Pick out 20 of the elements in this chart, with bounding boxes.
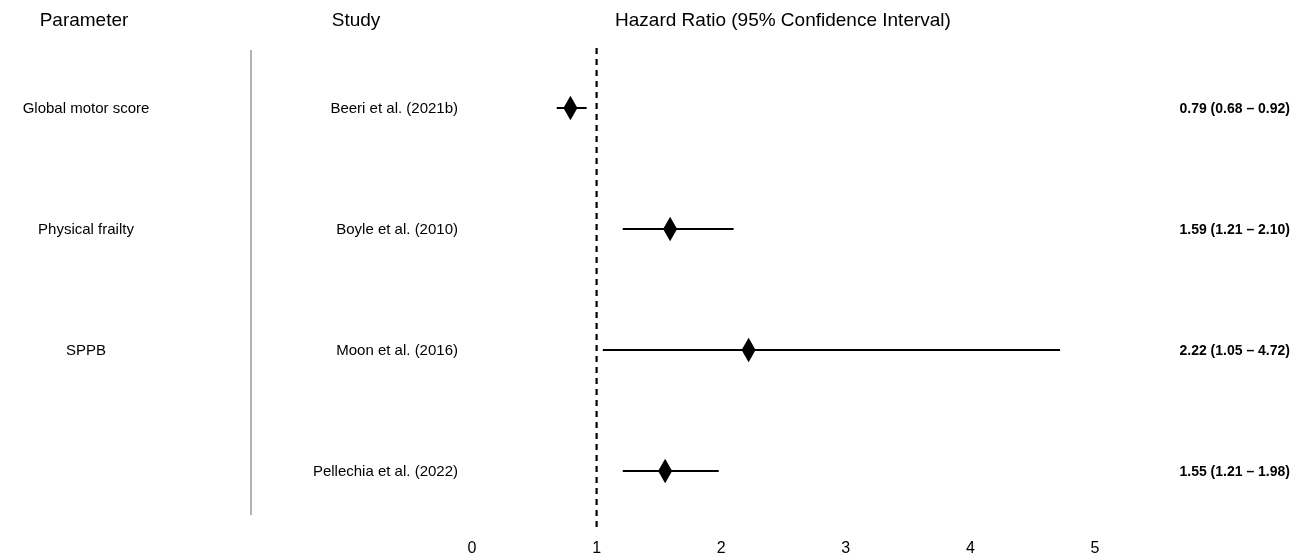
text: Global motor score (22, 99, 150, 116)
chart-title: Hazard Ratio (95% Confidence Interval) (615, 9, 951, 30)
data-label: 1.55 (1.21 – 1.98) (1179, 463, 1290, 479)
x-tick-label: 3 (841, 539, 851, 556)
data-label: 0.79 (0.68 – 0.92) (1179, 100, 1290, 116)
y-tick-label: Moon et al. (2016) (336, 341, 458, 358)
x-tick-label: 0 (467, 539, 477, 556)
x-tick-label: 1 (592, 539, 602, 556)
text: SPPB (65, 341, 107, 358)
text: Physical frailty (38, 220, 135, 237)
y-tick-label: Pellechia et al. (2022) (312, 462, 458, 479)
y-tick-label: Beeri et al. (2021b) (330, 99, 458, 116)
text: Parameter (39, 9, 130, 30)
x-tick-label: 5 (1090, 539, 1100, 556)
x-tick-label: 4 (965, 539, 975, 556)
y-axis-title: Study (331, 9, 381, 30)
data-label: 2.22 (1.05 – 4.72) (1179, 342, 1290, 358)
y-tick-label: Boyle et al. (2010) (336, 220, 458, 237)
x-tick-label: 2 (716, 539, 726, 556)
data-label: 1.59 (1.21 – 2.10) (1179, 221, 1290, 237)
